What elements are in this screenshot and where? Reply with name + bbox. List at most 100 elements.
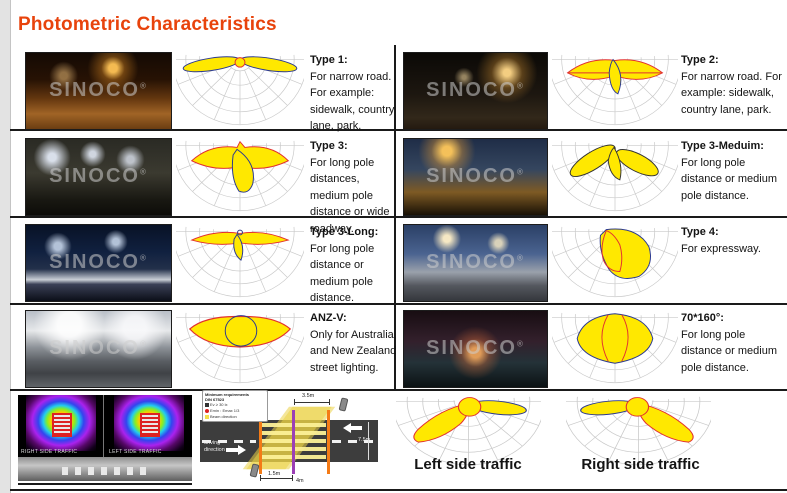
type-description: For narrow road. For example: sidewalk, … bbox=[310, 70, 395, 133]
luminaire-bottom bbox=[249, 463, 260, 478]
row-divider bbox=[10, 216, 787, 218]
dim-right-label: 7.5m bbox=[358, 437, 371, 443]
driving-direction-label: driving direction bbox=[204, 440, 225, 454]
polar-diagram-type1 bbox=[176, 54, 304, 125]
type-label: Type 3-Meduim: bbox=[681, 140, 764, 152]
row-divider bbox=[10, 303, 787, 305]
purple-center-line bbox=[292, 410, 295, 474]
legend-swatch-yellow bbox=[205, 415, 209, 420]
polar-diagram-left-side-traffic bbox=[396, 396, 541, 466]
dim-tick bbox=[260, 475, 261, 481]
photo-sidewalk-night: SINOCO® bbox=[403, 52, 548, 130]
dim-tick bbox=[292, 475, 293, 481]
type-label: Type 3-Long: bbox=[310, 226, 379, 238]
type-label: Type 1: bbox=[310, 54, 348, 66]
type-label: 70*160°: bbox=[681, 312, 724, 324]
dim-line-bottom bbox=[260, 478, 293, 479]
legend-title-line1: Minimum requirements bbox=[205, 392, 250, 397]
legend-box: Minimum requirements DIN 67523 Ev ≥ 30 l… bbox=[202, 390, 268, 422]
row-divider bbox=[10, 129, 787, 131]
luminance-heatmap-image: RIGHT SIDE TRAFFIC LEFT SIDE TRAFFIC bbox=[18, 395, 192, 481]
orange-line-right bbox=[327, 410, 330, 474]
photo-expressway-dusk: SINOCO® bbox=[403, 224, 548, 302]
photo-foggy-street-night: SINOCO® bbox=[25, 138, 172, 216]
description-70-160: 70*160°: For long pole distance or mediu… bbox=[681, 310, 783, 376]
legend-item-emin: Emin : Emax 1/3 bbox=[205, 408, 265, 414]
description-type3-medium: Type 3-Meduim: For long pole distance or… bbox=[681, 138, 783, 204]
heatmap-label: LEFT SIDE TRAFFIC bbox=[109, 449, 162, 455]
dim-line-top bbox=[294, 402, 330, 403]
sinoco-watermark: SINOCO® bbox=[426, 251, 525, 273]
photo-road-night-glow: SINOCO® bbox=[403, 310, 548, 388]
type-label: Type 2: bbox=[681, 54, 719, 66]
type-description: Only for Australia and New Zealand stree… bbox=[310, 328, 397, 374]
polar-diagram-anz-v bbox=[176, 312, 304, 383]
legend-title-line2: DIN 67523 bbox=[205, 397, 225, 403]
sinoco-watermark: SINOCO® bbox=[49, 337, 148, 359]
grayscale-road-photo bbox=[18, 457, 192, 481]
arrow-right-head bbox=[238, 445, 246, 455]
type-label: Type 4: bbox=[681, 226, 719, 238]
polar-diagram-type3 bbox=[176, 140, 304, 211]
description-type1: Type 1: For narrow road. For example: si… bbox=[310, 52, 396, 135]
arrow-left-shaft bbox=[350, 426, 362, 430]
dim-top-label: 3.5m bbox=[302, 393, 315, 399]
heatmap-bottom-border bbox=[18, 483, 192, 485]
photo-dusk-street: SINOCO® bbox=[403, 138, 548, 216]
description-anz-v: ANZ-V: Only for Australia and New Zealan… bbox=[310, 310, 400, 376]
heatmap-left-side-traffic: LEFT SIDE TRAFFIC bbox=[106, 395, 191, 457]
page-title: Photometric Characteristics bbox=[18, 14, 277, 35]
polar-diagram-type3-long bbox=[176, 226, 304, 297]
type-description: For long pole distances, medium pole dis… bbox=[310, 156, 390, 235]
legend-swatch-red bbox=[205, 409, 209, 414]
dim-tick bbox=[329, 399, 330, 405]
column-divider bbox=[394, 45, 396, 389]
arrow-right-shaft bbox=[226, 448, 238, 452]
heatmap-core bbox=[52, 413, 72, 437]
polar-diagram-type2 bbox=[552, 54, 678, 125]
page-left-margin bbox=[0, 0, 11, 493]
type-description: For long pole distance or medium pole di… bbox=[681, 156, 777, 202]
legend-item-beam: Beam direction bbox=[205, 414, 265, 420]
type-description: For long pole distance or medium pole di… bbox=[681, 328, 777, 374]
sinoco-watermark: SINOCO® bbox=[426, 79, 525, 101]
description-type2: Type 2: For narrow road. For example: si… bbox=[681, 52, 783, 118]
photo-narrow-road-night: SINOCO® bbox=[25, 52, 172, 130]
sinoco-watermark: SINOCO® bbox=[49, 79, 148, 101]
description-type4: Type 4: For expressway. bbox=[681, 224, 783, 257]
photo-highway-night: SINOCO® bbox=[25, 224, 172, 302]
type-description: For expressway. bbox=[681, 242, 761, 255]
center-line-right bbox=[332, 440, 376, 443]
description-type3: Type 3: For long pole distances, medium … bbox=[310, 138, 400, 237]
arrow-left-head bbox=[343, 423, 351, 433]
crosswalk-marks bbox=[62, 467, 148, 475]
type-description: For narrow road. For example: sidewalk, … bbox=[681, 70, 782, 116]
page-bottom-border bbox=[10, 489, 787, 491]
type-label: Type 3: bbox=[310, 140, 348, 152]
left-side-traffic-label: Left side traffic bbox=[414, 456, 522, 473]
type-label: ANZ-V: bbox=[310, 312, 347, 324]
sinoco-watermark: SINOCO® bbox=[426, 165, 525, 187]
polar-diagram-right-side-traffic bbox=[566, 396, 711, 466]
legend-swatch-dark bbox=[205, 403, 209, 408]
polar-diagram-70-160 bbox=[552, 312, 678, 383]
sinoco-watermark: SINOCO® bbox=[49, 165, 148, 187]
heatmap-label: RIGHT SIDE TRAFFIC bbox=[21, 449, 78, 455]
dim-bottom-left-label: 1.5m bbox=[268, 471, 281, 477]
luminaire-top bbox=[338, 397, 349, 412]
type-description: For long pole distance or medium pole di… bbox=[310, 242, 375, 305]
center-line-left bbox=[202, 440, 256, 443]
orange-line-left bbox=[259, 410, 262, 474]
heatmap-core bbox=[140, 413, 160, 437]
legend-item-ev: Ev ≥ 30 lx bbox=[205, 402, 265, 408]
heatmap-right-side-traffic: RIGHT SIDE TRAFFIC bbox=[18, 395, 104, 457]
sinoco-watermark: SINOCO® bbox=[426, 337, 525, 359]
row-divider bbox=[10, 389, 787, 391]
polar-diagram-type3-medium bbox=[552, 140, 678, 211]
dim-tick bbox=[294, 399, 295, 405]
photo-daytime-road-clouds: SINOCO® bbox=[25, 310, 172, 388]
description-type3-long: Type 3-Long: For long pole distance or m… bbox=[310, 224, 396, 307]
sinoco-watermark: SINOCO® bbox=[49, 251, 148, 273]
dim-bottom-center-label: 4m bbox=[296, 478, 304, 484]
polar-diagram-type4 bbox=[552, 226, 678, 297]
